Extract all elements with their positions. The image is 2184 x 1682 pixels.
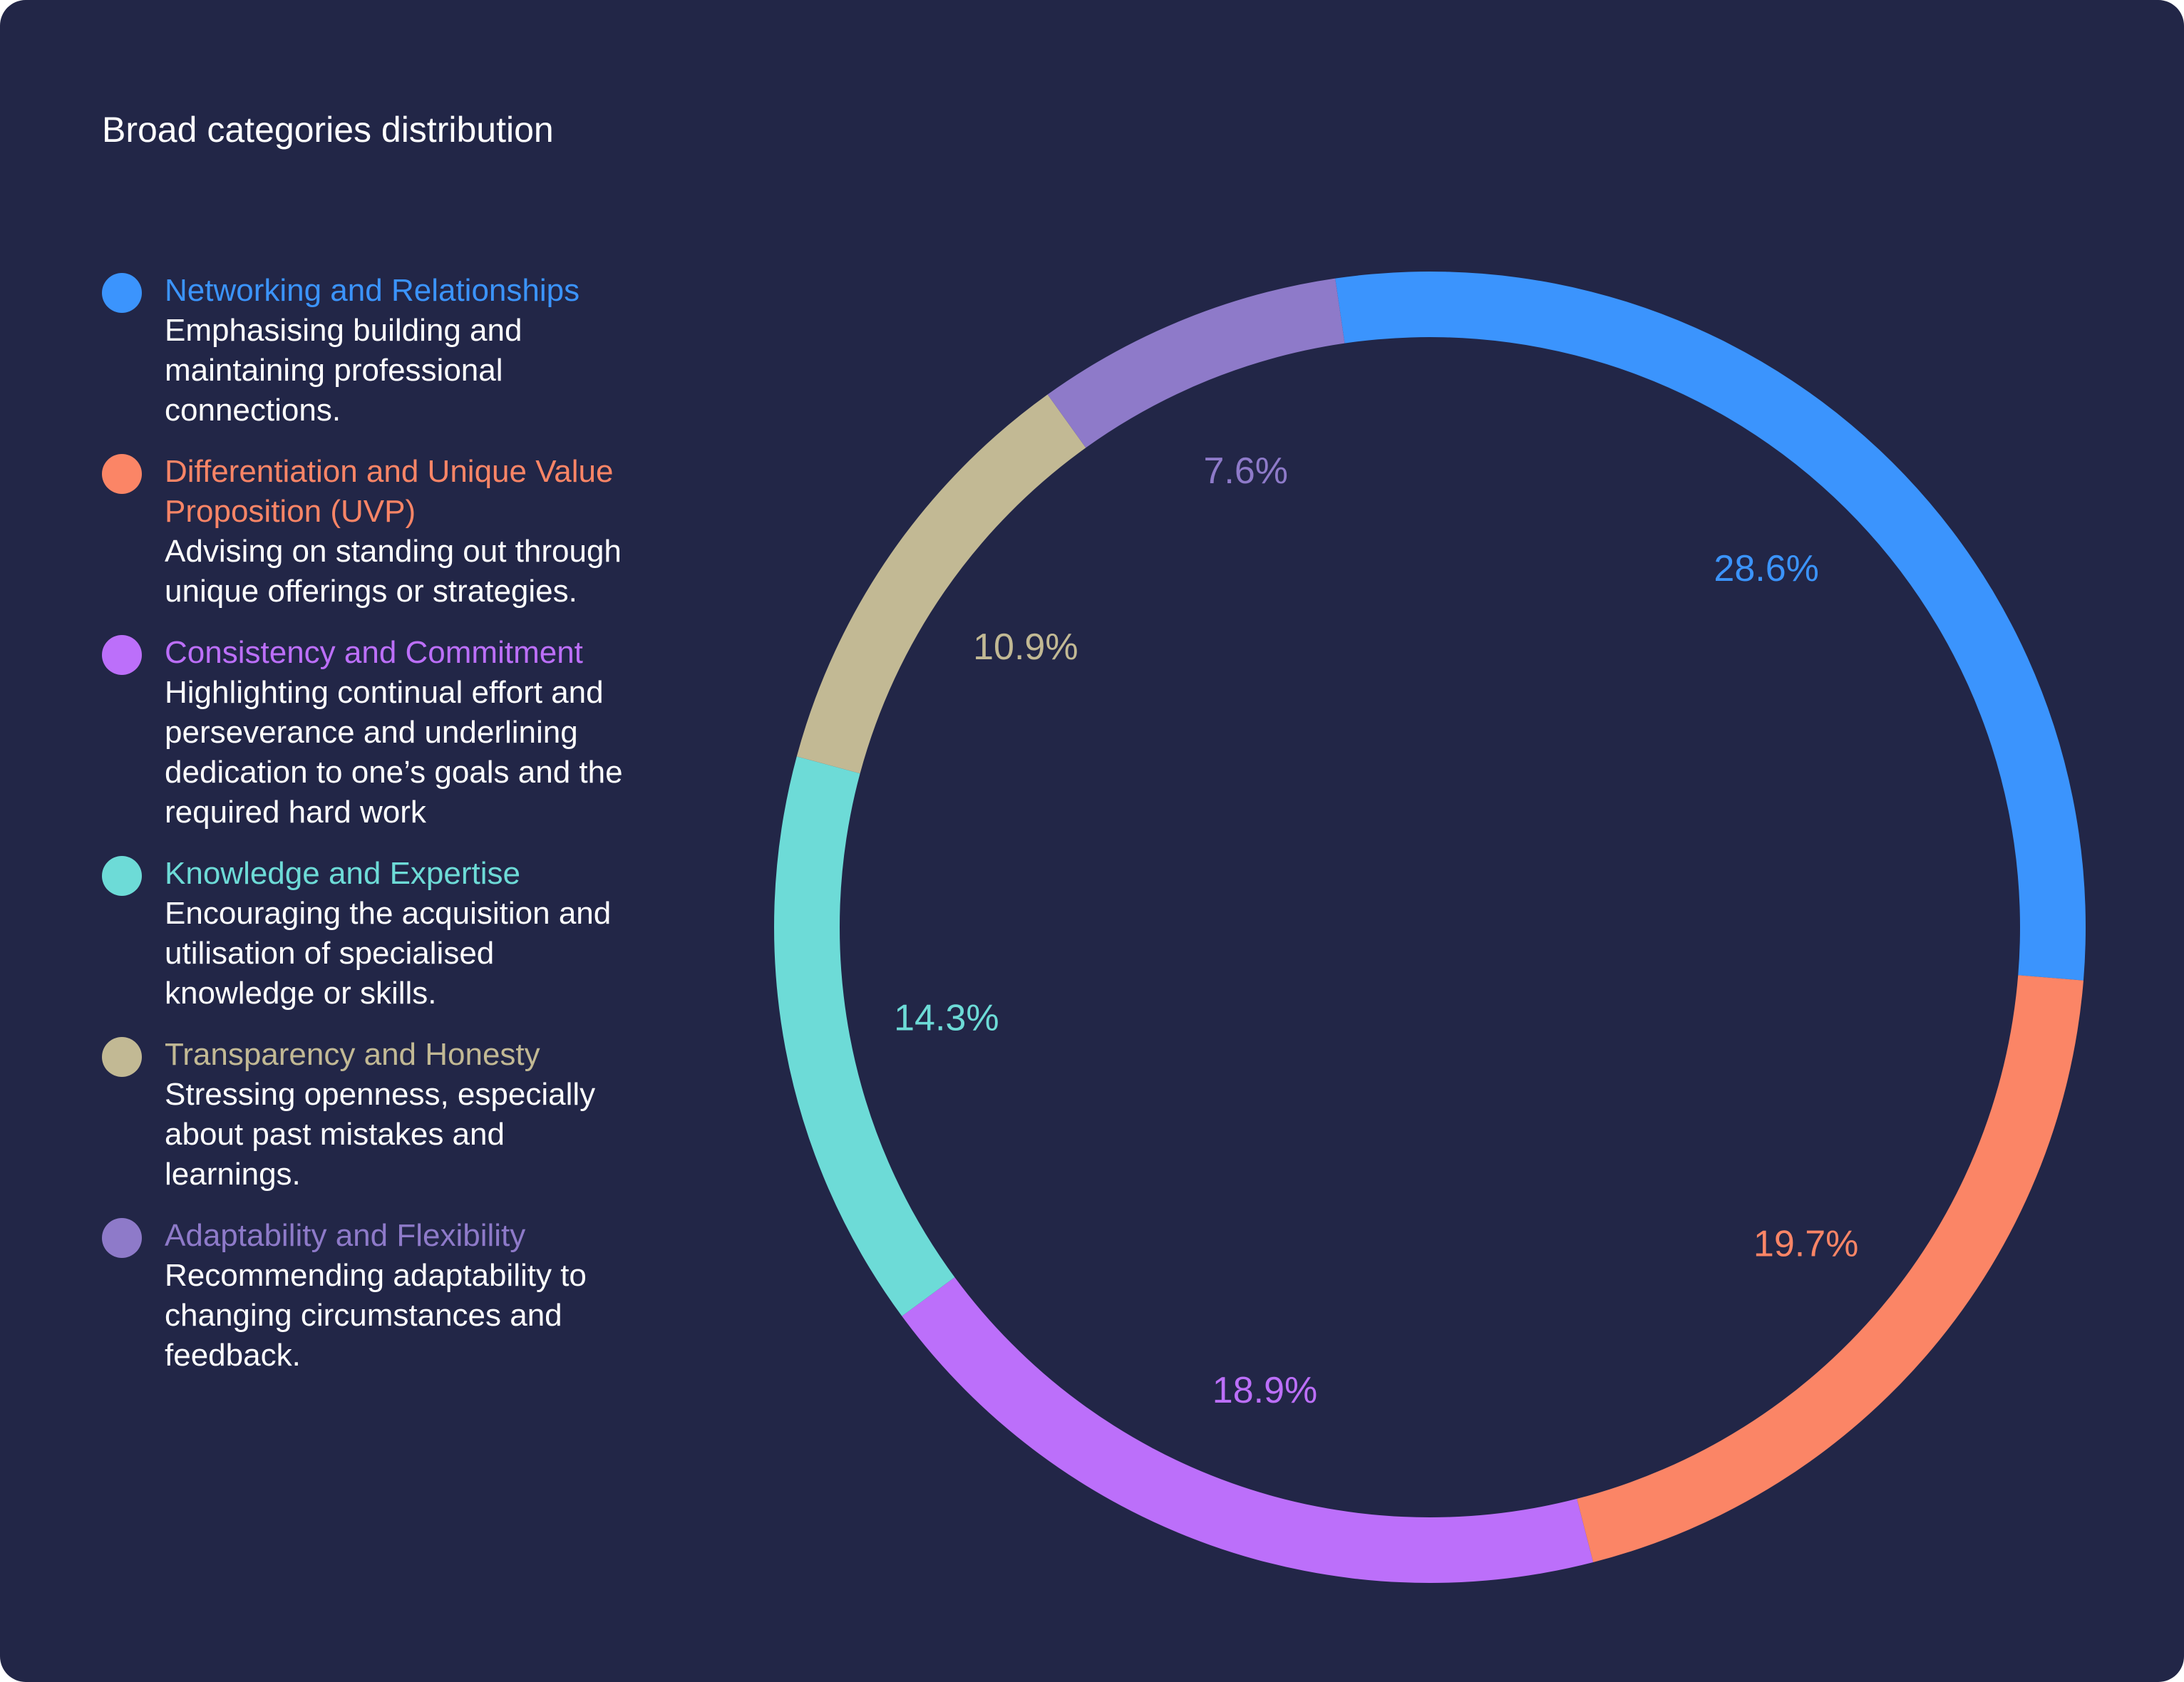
legend-item: Transparency and Honesty Stressing openne… [102, 1035, 644, 1195]
legend-item-name: Differentiation and Unique Value Proposi… [165, 454, 614, 529]
donut-slice [774, 756, 955, 1316]
donut-slice [1335, 272, 2086, 981]
slice-percent-label: 18.9% [1212, 1370, 1317, 1411]
legend-item: Knowledge and Expertise Encouraging the a… [102, 854, 644, 1013]
legend-item-name: Networking and Relationships [165, 273, 580, 308]
legend-swatch [102, 1037, 142, 1077]
legend-swatch [102, 856, 142, 896]
legend-item: Adaptability and Flexibility Recommending… [102, 1216, 644, 1376]
donut-slice [1047, 278, 1345, 448]
legend-item-description: Encouraging the acquisition and utilisat… [165, 896, 612, 1011]
donut-slice [796, 394, 1086, 774]
legend-swatch [102, 454, 142, 494]
legend-item-description: Recommending adaptability to changing ci… [165, 1258, 587, 1373]
slice-percent-label: 28.6% [1714, 548, 1818, 589]
legend-item: Networking and Relationships Emphasising … [102, 271, 644, 430]
legend-item-name: Knowledge and Expertise [165, 856, 520, 891]
legend-item-name: Adaptability and Flexibility [165, 1218, 526, 1253]
donut-slice [902, 1277, 1594, 1583]
legend-swatch [102, 273, 142, 313]
donut-labels: 28.6% 19.7% 18.9% 14.3% 10.9% 7.6% [894, 450, 1858, 1411]
legend-item-name: Consistency and Commitment [165, 635, 583, 670]
slice-percent-label: 14.3% [894, 997, 999, 1038]
legend-swatch [102, 635, 142, 675]
legend-item-description: Stressing openness, especially about pas… [165, 1077, 596, 1192]
legend-item-description: Emphasising building and maintaining pro… [165, 313, 522, 428]
slice-percent-label: 19.7% [1753, 1224, 1858, 1265]
legend-item-description: Advising on standing out through unique … [165, 534, 622, 609]
legend-item: Differentiation and Unique Value Proposi… [102, 452, 644, 612]
legend-item: Consistency and Commitment Highlighting c… [102, 633, 644, 832]
legend-item-description: Highlighting continual effort and persev… [165, 675, 623, 830]
donut-slice [1577, 975, 2083, 1563]
slice-percent-label: 7.6% [1203, 450, 1288, 492]
legend-item-name: Transparency and Honesty [165, 1037, 540, 1072]
slice-percent-label: 10.9% [973, 626, 1078, 668]
legend-swatch [102, 1218, 142, 1258]
donut-slices [774, 272, 2086, 1583]
chart-title: Broad categories distribution [102, 110, 554, 150]
legend: Networking and Relationships Emphasising … [102, 271, 644, 1397]
